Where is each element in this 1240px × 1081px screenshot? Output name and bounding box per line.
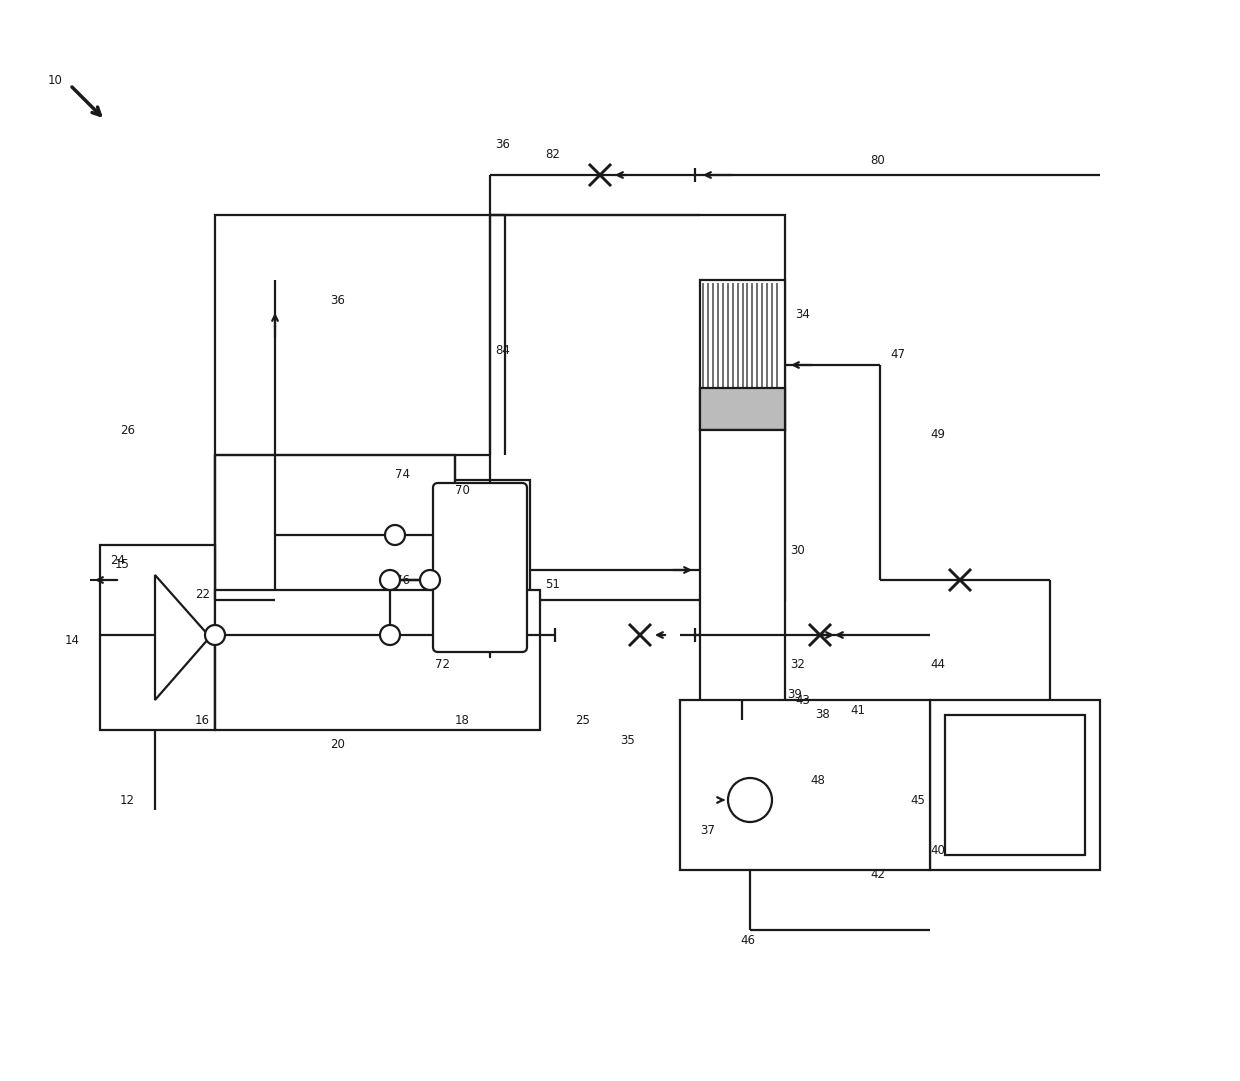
Text: 35: 35 (620, 734, 635, 747)
Polygon shape (155, 575, 210, 700)
Text: 80: 80 (870, 154, 885, 166)
Text: 40: 40 (930, 843, 945, 856)
Text: 48: 48 (810, 774, 825, 787)
Text: 51: 51 (546, 578, 560, 591)
Text: 74: 74 (396, 468, 410, 481)
Text: 14: 14 (64, 633, 81, 646)
Bar (215, 590, 539, 730)
Bar (701, 280, 785, 430)
Text: 70: 70 (455, 483, 470, 496)
Circle shape (205, 625, 224, 645)
Text: 47: 47 (890, 348, 905, 361)
Circle shape (384, 525, 405, 545)
Text: 30: 30 (790, 544, 805, 557)
Bar (945, 715, 1085, 855)
Text: 36: 36 (495, 138, 510, 151)
Text: 84: 84 (495, 344, 510, 357)
Bar (430, 480, 529, 655)
Text: 24: 24 (110, 553, 125, 566)
Text: 20: 20 (330, 738, 345, 751)
Bar (100, 545, 215, 730)
Circle shape (379, 625, 401, 645)
Text: 38: 38 (815, 708, 830, 721)
Text: 49: 49 (930, 428, 945, 441)
Text: 18: 18 (455, 713, 470, 726)
Text: 72: 72 (435, 658, 450, 671)
Text: 15: 15 (115, 559, 130, 572)
Text: 44: 44 (930, 658, 945, 671)
Text: 32: 32 (790, 658, 805, 671)
Circle shape (420, 570, 440, 590)
FancyBboxPatch shape (433, 483, 527, 652)
Text: 25: 25 (575, 713, 590, 726)
Text: 37: 37 (701, 824, 715, 837)
Text: 76: 76 (396, 574, 410, 587)
Bar (680, 700, 930, 870)
Text: 12: 12 (120, 793, 135, 806)
Text: 10: 10 (48, 74, 63, 86)
Text: 42: 42 (870, 868, 885, 881)
Text: 45: 45 (910, 793, 925, 806)
Bar (215, 215, 785, 600)
Text: 34: 34 (795, 308, 810, 321)
Bar (930, 700, 1100, 870)
Text: 46: 46 (740, 934, 755, 947)
Circle shape (728, 778, 773, 822)
Text: 39: 39 (787, 689, 802, 702)
Text: 16: 16 (195, 713, 210, 726)
Text: 43: 43 (795, 694, 810, 707)
Text: 22: 22 (195, 588, 210, 601)
Text: 26: 26 (120, 424, 135, 437)
Text: 36: 36 (330, 294, 345, 307)
Text: 41: 41 (849, 704, 866, 717)
Bar (701, 430, 785, 720)
Circle shape (379, 570, 401, 590)
Text: 82: 82 (546, 148, 560, 161)
Bar (215, 455, 455, 600)
Bar (701, 388, 785, 430)
